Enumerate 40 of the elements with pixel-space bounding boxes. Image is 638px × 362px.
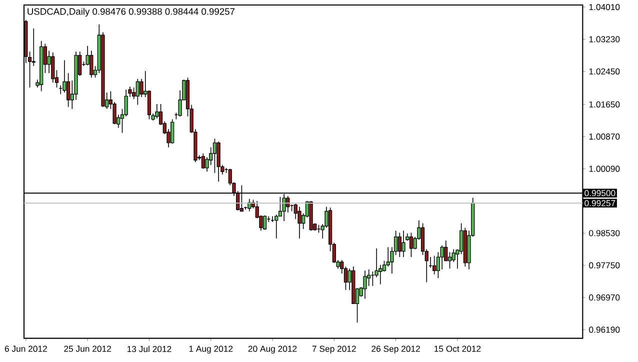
x-tick-label: 15 Oct 2012 [434, 346, 481, 352]
candlestick [298, 206, 302, 239]
x-tick-label: 26 Sep 2012 [372, 346, 420, 354]
x-tick-label: 7 Sep 2012 [312, 346, 356, 354]
x-tick-label: 6 Jun 2012 [4, 346, 47, 352]
ref-line-label: 0.99500 [584, 190, 616, 196]
candlestick [32, 28, 36, 66]
candlestick [136, 78, 140, 106]
y-tick-label: 0.96190 [589, 326, 620, 333]
y-tick-label: 0.96970 [589, 294, 620, 301]
y-tick-label: 1.01650 [589, 101, 620, 108]
candlestick [409, 232, 414, 258]
ref-line-label: 0.99257 [584, 200, 616, 206]
candlestick [286, 196, 290, 213]
candlestick [363, 270, 367, 300]
x-tick-label: 13 Jul 2012 [127, 346, 172, 352]
candlestick [398, 232, 402, 258]
candlestick [90, 50, 94, 78]
y-tick-label: 1.03230 [589, 36, 620, 42]
y-tick-label: 0.98530 [589, 230, 620, 236]
candlestick [432, 255, 436, 275]
y-tick-label: 1.04010 [589, 4, 620, 10]
candlestick [51, 52, 55, 83]
candlestick [170, 118, 174, 144]
y-tick-label: 1.00870 [589, 134, 620, 140]
x-tick-label: 25 Jun 2012 [64, 346, 111, 352]
x-tick-label: 20 Aug 2012 [248, 346, 297, 354]
y-tick-label: 1.00090 [589, 166, 620, 172]
y-tick-label: 1.02450 [589, 68, 620, 74]
x-tick-label: 1 Aug 2012 [189, 346, 233, 354]
candlestick [112, 102, 116, 125]
candlestick [263, 214, 267, 230]
candlestick [201, 153, 205, 170]
candlestick [124, 89, 128, 117]
candlestick [402, 230, 406, 258]
candlestick [274, 214, 278, 239]
candlestick [212, 138, 217, 174]
candlestick [216, 141, 220, 182]
y-tick-label: 0.97750 [589, 262, 620, 268]
chart-title: USDCAD,Daily 0.98476 0.99388 0.98444 0.99257 [28, 8, 234, 17]
